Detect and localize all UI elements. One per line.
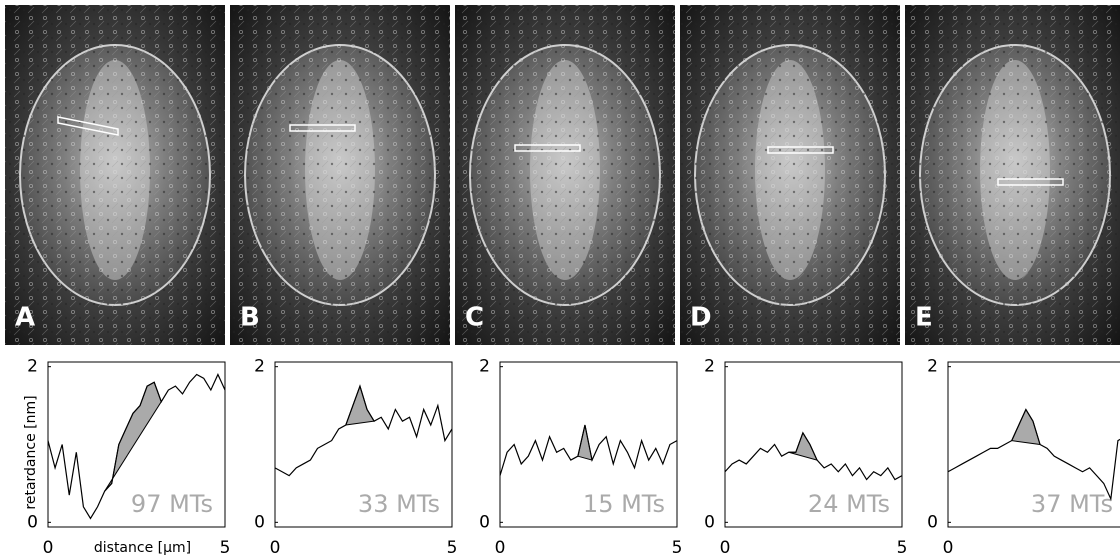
- micrograph: C: [455, 5, 675, 345]
- y-tick-label: 0: [27, 512, 38, 532]
- profile-line: [47, 373, 226, 520]
- panel-label: C: [465, 303, 484, 333]
- scan-line: [767, 146, 834, 154]
- profile-line: [274, 384, 453, 477]
- x-tick-label: 0: [43, 538, 54, 558]
- texture: [680, 5, 900, 345]
- x-tick-label: 0: [720, 538, 731, 558]
- y-tick-label: 0: [704, 512, 715, 532]
- texture: [455, 5, 675, 345]
- plot-frame: [47, 361, 226, 528]
- plot-frame: [724, 361, 903, 528]
- y-tick-label: 2: [479, 357, 490, 377]
- texture: [230, 5, 450, 345]
- micrographs: A B C D E: [5, 5, 1120, 345]
- y-tick-label: 2: [927, 357, 938, 377]
- y-tick-label: 2: [27, 357, 38, 377]
- x-tick-label: 0: [495, 538, 506, 558]
- texture: [5, 5, 225, 345]
- x-tick-label: 5: [220, 538, 231, 558]
- panel-label: E: [915, 303, 933, 333]
- profile-line: [947, 408, 1120, 502]
- x-tick-label: 5: [897, 538, 908, 558]
- y-tick-label: 0: [254, 512, 265, 532]
- scan-line: [997, 178, 1064, 186]
- x-tick-label: 5: [447, 538, 458, 558]
- micrograph: E: [905, 5, 1120, 345]
- texture: [905, 5, 1120, 345]
- annotation: 24 MTs: [808, 490, 890, 518]
- y-tick-label: 0: [479, 512, 490, 532]
- plot-frame: [499, 361, 678, 528]
- line-chart: 0 2 0 5 retardance [nm] distance [µm] 97 MTs: [23, 357, 230, 558]
- plot-frame: [947, 361, 1120, 528]
- profile-line: [499, 424, 678, 476]
- line-chart: 0 2 0 5 33 MTs: [254, 357, 457, 558]
- line-chart: 0 2 0 5 24 MTs: [704, 357, 907, 558]
- annotation: 37 MTs: [1031, 490, 1113, 518]
- micrograph: B: [230, 5, 450, 345]
- scan-line: [289, 124, 356, 132]
- panel-label: A: [15, 303, 35, 333]
- x-tick-label: 5: [672, 538, 683, 558]
- panel-label: B: [240, 303, 260, 333]
- scan-line: [57, 116, 119, 136]
- annotation: 15 MTs: [583, 490, 665, 518]
- annotation: 97 MTs: [131, 490, 213, 518]
- y-tick-label: 2: [254, 357, 265, 377]
- x-tick-label: 0: [943, 538, 954, 558]
- y-axis-label: retardance [nm]: [23, 395, 39, 509]
- x-axis-label: distance [µm]: [94, 540, 191, 556]
- profile-line: [724, 431, 903, 481]
- y-tick-label: 0: [927, 512, 938, 532]
- panel-label: D: [690, 303, 712, 333]
- micrograph: D: [680, 5, 900, 345]
- y-tick-label: 2: [704, 357, 715, 377]
- line-chart: 020537 MTs: [927, 357, 1120, 558]
- scan-line: [514, 144, 581, 152]
- line-chart: 0 2 0 5 15 MTs: [479, 357, 682, 558]
- plot-frame: [274, 361, 453, 528]
- micrograph: A: [5, 5, 225, 345]
- x-tick-label: 0: [270, 538, 281, 558]
- annotation: 33 MTs: [358, 490, 440, 518]
